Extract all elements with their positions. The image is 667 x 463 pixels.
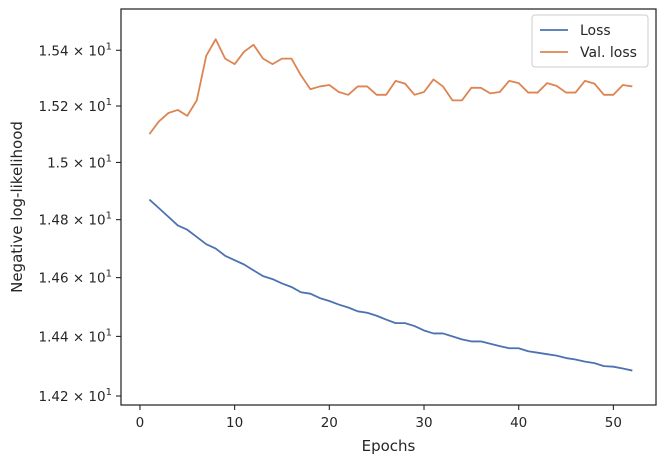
x-tick-label: 40 bbox=[510, 415, 527, 431]
series-line-loss bbox=[148, 198, 633, 372]
y-tick-label: 1.52 × 101 bbox=[38, 97, 112, 115]
legend-label-val-loss: Val. loss bbox=[580, 45, 637, 61]
x-tick-label: 20 bbox=[321, 415, 338, 431]
y-axis-label: Negative log-likelihood bbox=[8, 121, 26, 293]
legend-box bbox=[531, 14, 649, 68]
y-tick-label: 1.46 × 101 bbox=[38, 269, 112, 287]
x-tick-label: 0 bbox=[136, 415, 145, 431]
y-tick-label: 1.44 × 101 bbox=[38, 327, 112, 345]
series-layer bbox=[148, 38, 633, 372]
x-tick-label: 50 bbox=[605, 415, 622, 431]
x-tick-label: 10 bbox=[226, 415, 243, 431]
y-tick-label: 1.54 × 101 bbox=[38, 41, 112, 59]
y-tick-label: 1.48 × 101 bbox=[38, 211, 112, 229]
x-axis-label: Epochs bbox=[362, 437, 416, 455]
legend: Loss Val. loss bbox=[531, 14, 649, 68]
series-line-val-loss bbox=[148, 38, 633, 135]
x-tick-label: 30 bbox=[415, 415, 432, 431]
y-axis-ticks: 1.42 × 101 1.44 × 101 1.46 × 101 1.48 × 101… bbox=[38, 41, 121, 405]
plot-frame bbox=[120, 8, 657, 406]
legend-label-loss: Loss bbox=[580, 23, 611, 39]
y-tick-label: 1.42 × 101 bbox=[38, 387, 112, 405]
y-tick-label: 1.5 × 101 bbox=[47, 153, 112, 171]
x-axis-ticks: 0 10 20 30 40 50 bbox=[136, 405, 622, 431]
